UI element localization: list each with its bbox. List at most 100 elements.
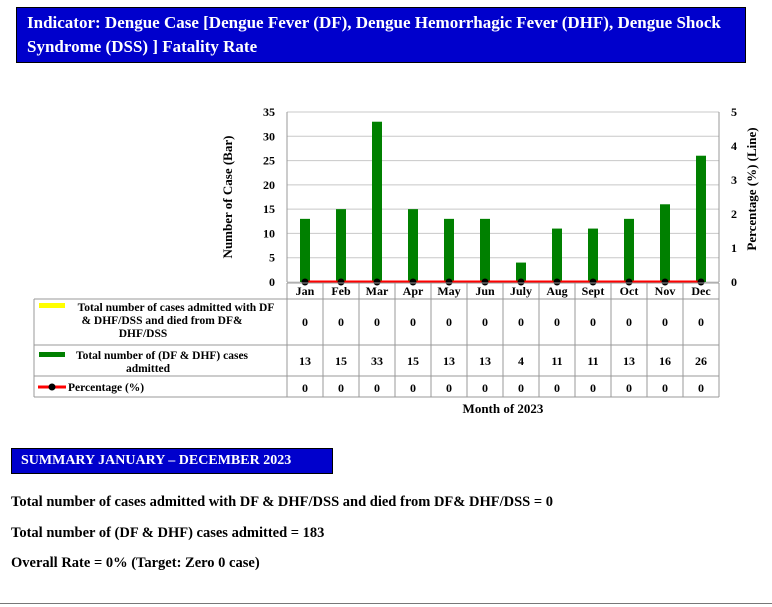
bar-admitted-jan xyxy=(300,218,310,282)
x-tick-label: Nov xyxy=(655,284,676,298)
y-tick-label: 0 xyxy=(269,275,275,289)
y2-tick-label: 5 xyxy=(731,105,737,119)
bar-admitted-jun xyxy=(480,218,490,282)
table-cell: 13 xyxy=(623,354,635,368)
y-tick-label: 10 xyxy=(263,226,275,240)
x-tick-label: Aug xyxy=(546,284,567,298)
percentage-marker xyxy=(409,278,417,286)
y2-tick-label: 1 xyxy=(731,241,737,255)
bar-admitted-oct xyxy=(624,218,634,282)
table-cell: 0 xyxy=(590,381,596,395)
x-tick-label: Mar xyxy=(366,284,389,298)
percentage-marker xyxy=(697,278,705,286)
bar-admitted-apr xyxy=(408,209,418,282)
table-cell: 13 xyxy=(299,354,311,368)
x-tick-label: Feb xyxy=(331,284,351,298)
table-cell: 0 xyxy=(698,381,704,395)
percentage-marker xyxy=(517,278,525,286)
y2-tick-label: 3 xyxy=(731,173,737,187)
table-cell: 11 xyxy=(551,354,562,368)
table-cell: 0 xyxy=(554,381,560,395)
table-cell: 0 xyxy=(410,315,416,329)
table-cell: 0 xyxy=(338,315,344,329)
percentage-marker xyxy=(301,278,309,286)
table-cell: 0 xyxy=(374,315,380,329)
table-cell: 15 xyxy=(335,354,347,368)
x-tick-label: Oct xyxy=(620,284,639,298)
summary-deaths-line: Total number of cases admitted with DF &… xyxy=(11,494,553,510)
y2-tick-label: 0 xyxy=(731,275,737,289)
table-cell: 0 xyxy=(554,315,560,329)
percentage-marker xyxy=(625,278,633,286)
table-cell: 33 xyxy=(371,354,383,368)
x-tick-label: Dec xyxy=(691,284,711,298)
table-cell: 13 xyxy=(443,354,455,368)
table-cell: 0 xyxy=(482,315,488,329)
table-cell: 0 xyxy=(626,381,632,395)
y-tick-label: 30 xyxy=(263,129,275,143)
table-cell: 0 xyxy=(374,381,380,395)
percentage-marker xyxy=(337,278,345,286)
x-tick-label: Jun xyxy=(475,284,495,298)
table-cell: 0 xyxy=(698,315,704,329)
bar-admitted-may xyxy=(444,218,454,282)
table-cell: 16 xyxy=(659,354,671,368)
y-tick-label: 5 xyxy=(269,251,275,265)
legend-swatch-admitted xyxy=(39,352,65,357)
table-cell: 0 xyxy=(626,315,632,329)
table-cell: 0 xyxy=(662,315,668,329)
y-tick-label: 25 xyxy=(263,154,275,168)
table-cell: 13 xyxy=(479,354,491,368)
dengue-chart: 0 5 10 15 20 25 30 35 0 1 2 3 4 5 Number of Case (Bar)… xyxy=(33,105,759,416)
indicator-title: Indicator: Dengue Case [Dengue Fever (DF… xyxy=(16,7,746,63)
table-cell: 0 xyxy=(662,381,668,395)
bar-admitted-sept xyxy=(588,228,598,282)
x-axis-title: Month of 2023 xyxy=(463,401,544,416)
table-cell: 4 xyxy=(518,354,524,368)
bar-admitted-mar xyxy=(372,121,382,282)
legend-label-admitted: Total number of (DF & DHF) cases admitted xyxy=(76,350,249,375)
table-cell: 15 xyxy=(407,354,419,368)
table-cell: 0 xyxy=(518,381,524,395)
bar-admitted-nov xyxy=(660,204,670,282)
bottom-divider xyxy=(0,603,772,604)
summary-admitted-line: Total number of (DF & DHF) cases admitte… xyxy=(11,525,325,541)
table-cell: 0 xyxy=(518,315,524,329)
table-cell: 0 xyxy=(338,381,344,395)
x-tick-label: Jan xyxy=(296,284,315,298)
table-cell: 0 xyxy=(302,315,308,329)
percentage-marker xyxy=(373,278,381,286)
y-tick-label: 35 xyxy=(263,105,275,119)
legend-label-deaths: Total number of cases admitted with DF & … xyxy=(78,302,275,340)
summary-rate-line: Overall Rate = 0% (Target: Zero 0 case) xyxy=(11,555,260,571)
x-tick-label: Sept xyxy=(582,284,605,298)
x-tick-label: July xyxy=(510,284,532,298)
percentage-marker xyxy=(445,278,453,286)
x-tick-label: Apr xyxy=(403,284,424,298)
y2-tick-label: 2 xyxy=(731,207,737,221)
legend-label-percentage: Percentage (%) xyxy=(68,382,144,394)
bar-admitted-feb xyxy=(336,209,346,282)
table-cell: 0 xyxy=(410,381,416,395)
legend-swatch-percentage-marker xyxy=(48,383,56,391)
y-tick-label: 15 xyxy=(263,202,275,216)
y2-tick-label: 4 xyxy=(731,139,737,153)
table-cell: 0 xyxy=(482,381,488,395)
y-tick-label: 20 xyxy=(263,178,275,192)
percentage-marker xyxy=(589,278,597,286)
y-axis-title: Number of Case (Bar) xyxy=(220,136,235,259)
percentage-marker xyxy=(661,278,669,286)
percentage-marker xyxy=(481,278,489,286)
table-cell: 0 xyxy=(302,381,308,395)
legend-swatch-deaths xyxy=(39,303,65,308)
table-cell: 0 xyxy=(446,381,452,395)
table-cell: 0 xyxy=(590,315,596,329)
x-tick-label: May xyxy=(437,284,460,298)
y2-axis-title: Percentage (%) (Line) xyxy=(744,127,759,250)
bar-admitted-dec xyxy=(696,155,706,282)
bar-admitted-july xyxy=(516,262,526,282)
percentage-marker xyxy=(553,278,561,286)
summary-heading: SUMMARY JANUARY – DECEMBER 2023 xyxy=(11,448,333,474)
table-cell: 11 xyxy=(587,354,598,368)
table-cell: 26 xyxy=(695,354,707,368)
